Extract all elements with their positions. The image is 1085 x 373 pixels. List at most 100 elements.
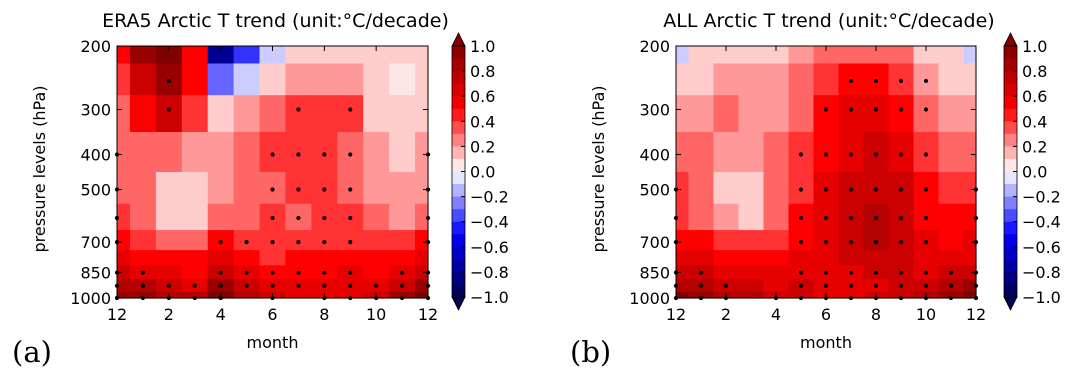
heatmap-cell	[676, 46, 690, 65]
heatmap-cell	[713, 230, 740, 251]
heatmap-cell	[738, 250, 765, 266]
heatmap-cell	[713, 250, 740, 266]
significance-dot	[322, 270, 327, 275]
colorbar-segment	[1004, 133, 1017, 147]
x-tick-label: 4	[771, 305, 781, 324]
colorbar-extend-max	[451, 32, 466, 47]
y-tick-label: 1000	[70, 289, 111, 308]
heatmap-cell	[938, 250, 965, 266]
colorbar-segment	[1004, 121, 1017, 135]
x-tick-label: 6	[267, 305, 277, 324]
colorbar-segment	[452, 234, 465, 248]
heatmap-cell	[676, 291, 690, 299]
heatmap-cell	[363, 230, 390, 251]
significance-dot	[270, 187, 275, 192]
significance-dot	[348, 270, 353, 275]
heatmap-cell	[713, 265, 740, 280]
significance-dot	[698, 270, 704, 275]
heatmap-cell	[863, 95, 890, 133]
colorbar-tick-label: −0.4	[470, 213, 509, 232]
heatmap-cell	[763, 172, 790, 205]
y-axis-label: pressure levels (hPa)	[30, 85, 49, 252]
colorbar-segment	[452, 171, 465, 185]
y-axis: 200 300 400 500 700 850 1000	[70, 37, 428, 308]
heatmap-cell	[738, 291, 765, 299]
heatmap-cell	[117, 132, 131, 173]
heatmap-cell	[233, 46, 261, 65]
heatmap-cell	[415, 132, 429, 173]
heatmap-cell	[763, 95, 790, 133]
significance-dot	[348, 215, 353, 221]
heatmap-cell	[688, 132, 715, 173]
heatmap-cell	[938, 95, 965, 133]
significance-dot	[923, 283, 929, 288]
significance-dot	[296, 215, 301, 221]
heatmap-cell	[813, 250, 840, 266]
heatmap-cell	[415, 230, 429, 251]
significance-dot	[218, 270, 223, 275]
significance-dot	[848, 187, 854, 192]
heatmap-cell	[713, 203, 740, 231]
heatmap-cell	[363, 63, 390, 96]
heatmap-cell	[311, 95, 338, 133]
significance-dot	[848, 240, 854, 245]
colorbar: 1.0 0.8 0.6 0.4 0.2 0.0 −0.2 −0.4 −0.6 −0.8 −1.0	[1003, 32, 1061, 311]
heatmap-cell	[389, 132, 416, 173]
colorbar-tick-label: 1.0	[470, 37, 495, 56]
heatmap-cell	[155, 203, 183, 231]
heatmap-cell	[688, 172, 715, 205]
heatmap-cell	[129, 95, 157, 133]
heatmap-cell	[207, 63, 235, 96]
heatmap-cell	[389, 291, 416, 299]
y-tick-label: 850	[80, 264, 111, 283]
heatmap-cell	[863, 46, 890, 65]
y-tick-label: 200	[80, 37, 111, 56]
heatmap-cell	[763, 265, 790, 280]
significance-dot	[270, 283, 275, 288]
heatmap-cell	[676, 63, 690, 96]
heatmap-cell	[311, 132, 338, 173]
colorbar-extend-max	[1003, 32, 1018, 47]
heatmap-cell	[117, 46, 131, 65]
colorbar-segment	[452, 96, 465, 110]
significance-dot	[296, 270, 301, 275]
colorbar-tick-label: 0.4	[1022, 112, 1047, 131]
panel-b: 12 2 4 6 8 10 12 200 300 400 500 700 850 1000 ALL Arct…	[570, 10, 1061, 369]
heatmap-cell	[676, 95, 690, 133]
heatmap-cell	[285, 291, 312, 299]
panel-label: (a)	[12, 335, 52, 369]
heatmap-cell	[337, 291, 364, 299]
significance-dot	[923, 215, 929, 221]
heatmap-cell	[117, 291, 131, 299]
colorbar-segment	[452, 284, 465, 298]
y-tick-label: 500	[80, 180, 111, 199]
significance-dot	[923, 152, 929, 157]
colorbar-tick-label: −0.6	[470, 238, 509, 257]
colorbar-tick-label: 0.6	[1022, 87, 1047, 106]
colorbar-segment	[1004, 171, 1017, 185]
x-tick-label: 4	[216, 305, 226, 324]
heatmap-cell	[233, 250, 261, 266]
heatmap-cell	[207, 95, 235, 133]
heatmap-cell	[763, 132, 790, 173]
heatmap-cell	[155, 95, 183, 133]
heatmap-cell	[676, 250, 690, 266]
significance-dot	[898, 78, 904, 84]
heatmap-cell	[813, 63, 840, 96]
heatmap-cell	[155, 132, 183, 173]
significance-dot	[823, 240, 829, 245]
heatmap-cell	[337, 95, 364, 133]
heatmap-cell	[963, 265, 977, 280]
significance-dot	[399, 283, 405, 288]
heatmap-cell	[363, 132, 390, 173]
heatmap-cell	[763, 203, 790, 231]
heatmap-cell	[117, 230, 131, 251]
significance-dot	[322, 240, 327, 245]
heatmap-cell	[129, 63, 157, 96]
y-tick-label: 500	[639, 180, 670, 199]
x-tick-label: 6	[821, 305, 831, 324]
colorbar-segment	[452, 83, 465, 97]
significance-dot	[923, 107, 929, 112]
heatmap-cell	[938, 203, 965, 231]
significance-dot	[873, 240, 879, 245]
